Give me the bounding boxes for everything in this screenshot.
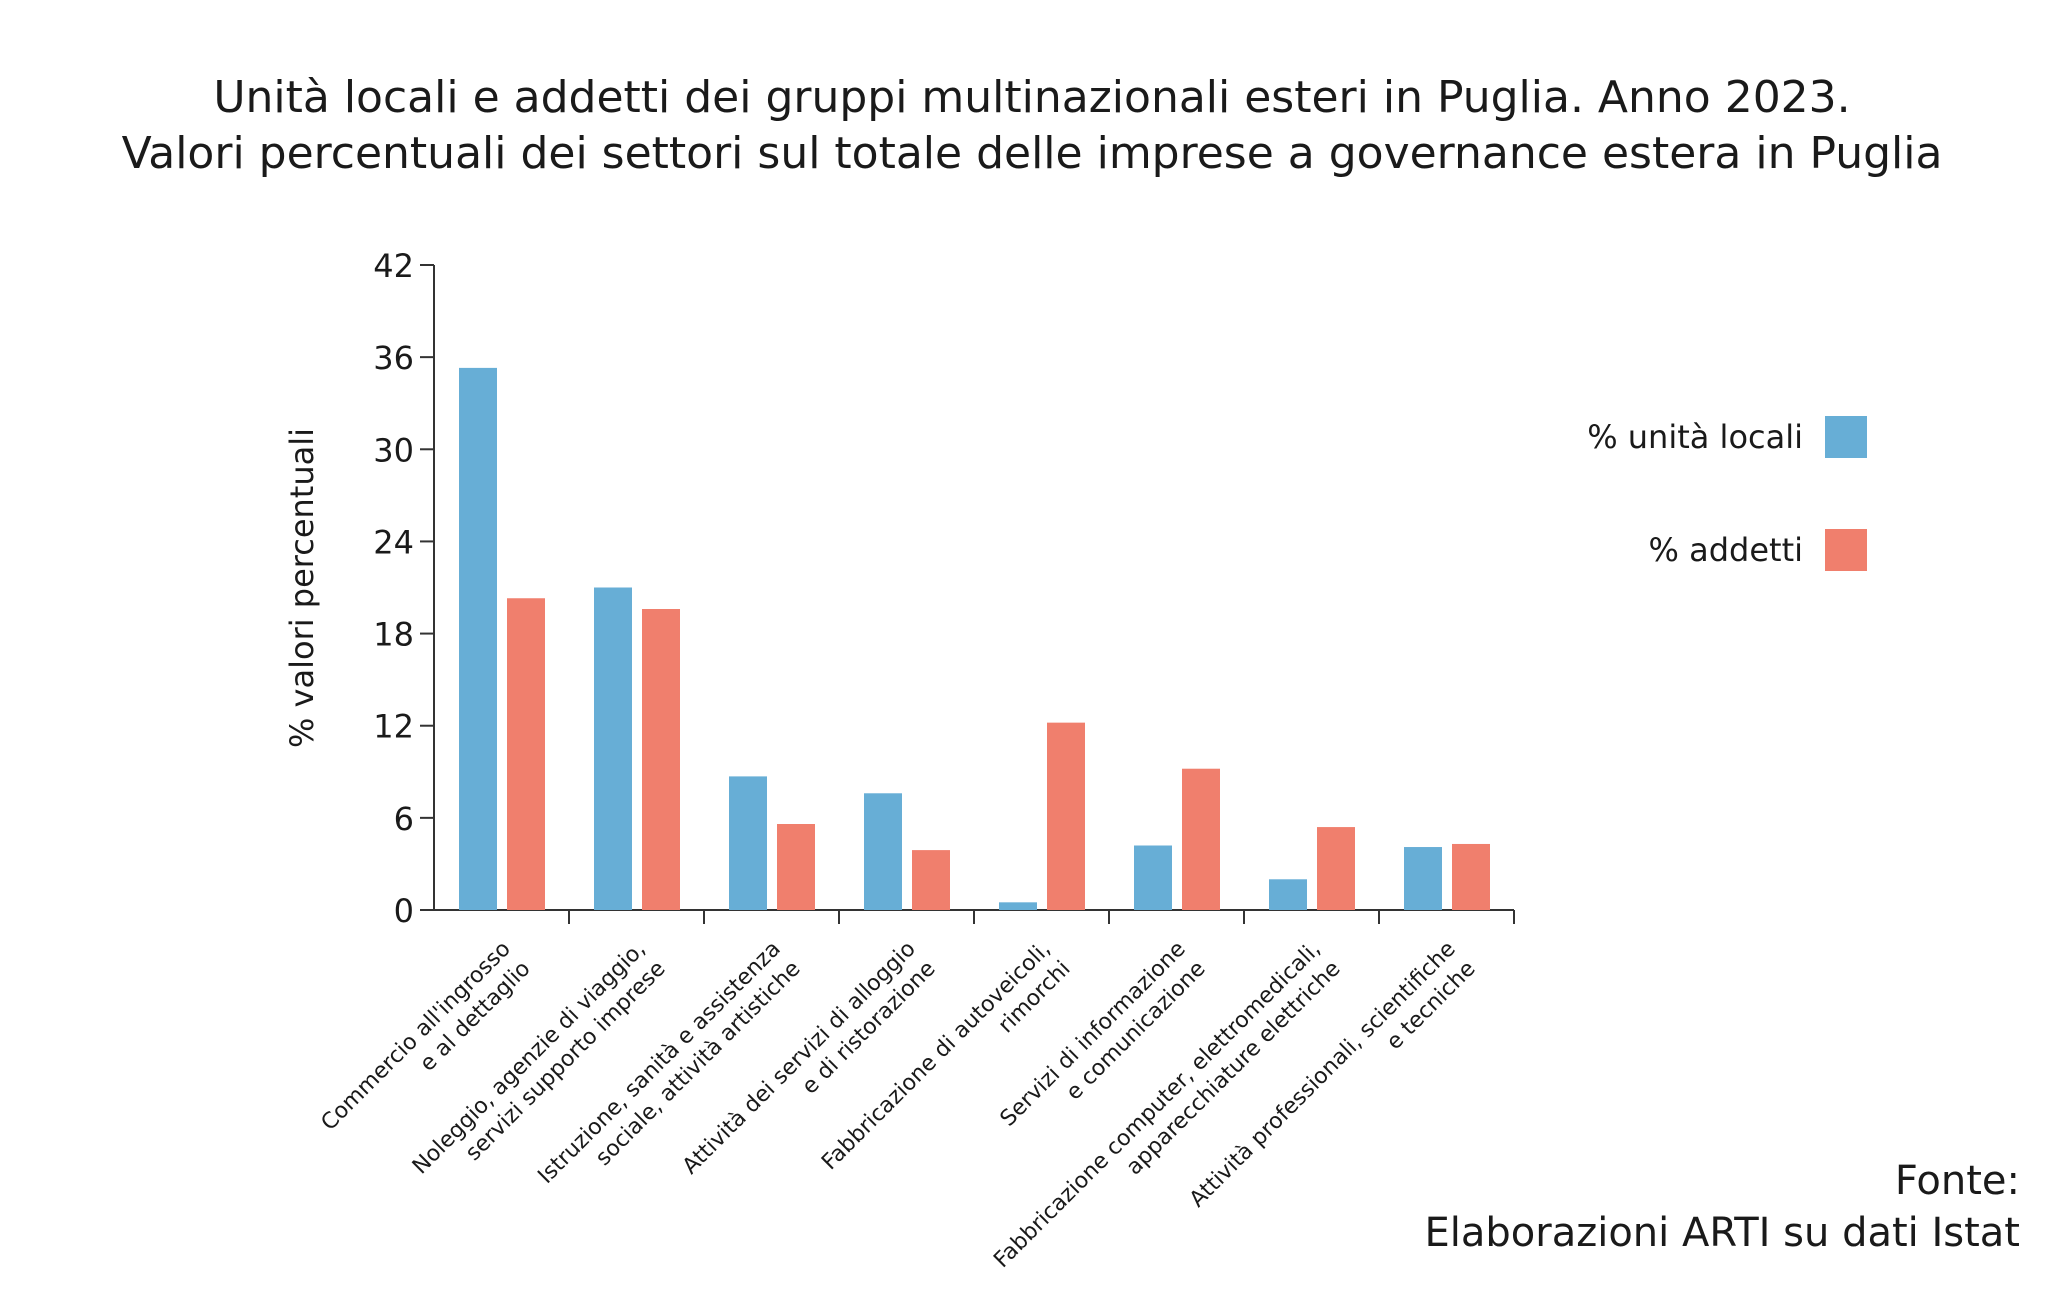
bar-addetti	[507, 598, 545, 910]
bar-unita-locali	[864, 793, 902, 910]
x-tick-label: Attività dei servizi di alloggioe di ris…	[678, 937, 941, 1200]
bar-addetti	[1317, 827, 1355, 910]
chart-bars	[459, 367, 1490, 911]
bar-addetti	[1452, 843, 1490, 910]
chart-title: Unità locali e addetti dei gruppi multin…	[213, 72, 1851, 123]
source-text: Elaborazioni ARTI su dati Istat	[1424, 1210, 2020, 1256]
legend-swatch	[1825, 416, 1867, 458]
bar-unita-locali	[729, 776, 767, 910]
chart-title-block: Unità locali e addetti dei gruppi multin…	[0, 70, 2064, 182]
source-label: Fonte:	[1894, 1158, 2020, 1204]
bar-addetti	[777, 824, 815, 910]
legend-label: % addetti	[1649, 531, 1803, 569]
chart-legend: % unità locali % addetti	[1587, 416, 1867, 571]
bar-addetti	[1182, 768, 1220, 910]
chart-subtitle: Valori percentuali dei settori sul total…	[121, 128, 1943, 179]
legend-label: % unità locali	[1587, 418, 1803, 456]
bar-unita-locali	[1269, 879, 1307, 910]
bar-unita-locali	[594, 587, 632, 910]
x-tick-label: Noleggio, agenzie di viaggio,servizi sup…	[408, 937, 671, 1200]
bar-addetti	[1047, 722, 1085, 910]
y-tick-label: 12	[373, 708, 414, 746]
bar-addetti	[642, 609, 680, 910]
bar-unita-locali	[999, 902, 1037, 910]
y-tick-label: 0	[394, 892, 414, 930]
y-tick-label: 6	[394, 800, 414, 838]
bar-unita-locali	[1134, 845, 1172, 910]
chart-axes: 0 6 12 18 24 30 36 42 % valori percentuali	[283, 247, 1515, 930]
y-tick-label: 24	[373, 523, 414, 561]
y-axis-title: % valori percentuali	[283, 428, 321, 748]
source-note: Fonte: Elaborazioni ARTI su dati Istat	[1424, 1155, 2020, 1259]
x-tick-labels: Commercio all'ingrossoe al dettaglioNole…	[317, 937, 1481, 1273]
bar-unita-locali	[459, 367, 497, 911]
y-tick-label: 42	[373, 247, 414, 285]
bar-unita-locali	[1404, 847, 1442, 910]
x-tick-label: Istruzione, sanità e assistenzasociale, …	[533, 937, 805, 1209]
x-tick-label: Fabbricazione di autoveicoli,rimorchi	[817, 937, 1075, 1195]
y-tick-label: 36	[373, 339, 414, 377]
legend-swatch	[1825, 529, 1867, 571]
y-tick-label: 18	[373, 616, 414, 654]
y-tick-label: 30	[373, 431, 414, 469]
bar-addetti	[912, 850, 950, 910]
